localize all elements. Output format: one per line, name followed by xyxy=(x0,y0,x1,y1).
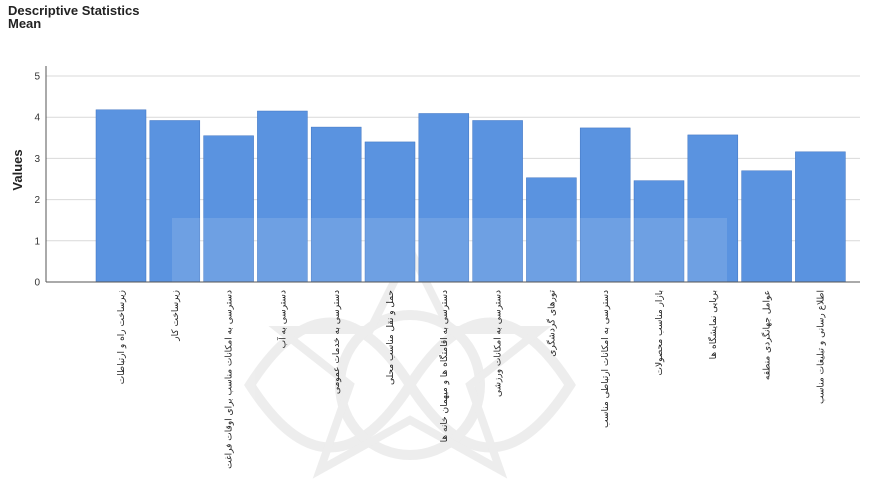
x-tick-label: عوامل جهانگردی منطقه xyxy=(761,290,773,380)
watermark-band xyxy=(172,218,727,282)
x-tick-label: اطلاع رسانی و تبلیغات مناسب xyxy=(816,290,826,404)
bar xyxy=(687,134,739,283)
x-tick-label: دسترسی به آب xyxy=(276,290,288,348)
y-tick-label: 5 xyxy=(34,72,40,83)
x-tick-label: زیرساخت راه و ارتباطات xyxy=(117,290,127,384)
x-tick-label: حمل و نقل مناسب محلی xyxy=(386,290,396,385)
bar xyxy=(633,180,685,283)
y-axis-label: Values xyxy=(10,149,25,190)
watermark-ornament xyxy=(244,241,576,479)
x-tick-label: زیرساخت کار xyxy=(171,290,181,342)
bar xyxy=(418,113,470,283)
bar xyxy=(310,126,362,283)
bar xyxy=(364,141,416,283)
y-tick-label: 2 xyxy=(34,195,40,206)
chart-subtitle: Mean xyxy=(8,16,42,31)
bar xyxy=(203,135,254,283)
x-tick-label: دسترسی به اقامتگاه ها و میهمان خانه ها xyxy=(438,290,450,442)
x-tick-label: تورهای گردشگری xyxy=(545,290,557,357)
bar xyxy=(579,127,631,283)
y-tick-label: 4 xyxy=(34,113,40,124)
x-tick-label: دسترسی به خدمات عمومی xyxy=(332,290,342,394)
bar xyxy=(526,177,577,283)
y-tick-label: 1 xyxy=(34,236,40,247)
bar xyxy=(257,110,308,283)
bar xyxy=(95,109,147,283)
bar xyxy=(795,151,846,283)
chart-title: Descriptive Statistics xyxy=(8,3,140,18)
y-tick-label: 0 xyxy=(34,278,40,289)
x-tick-label: دسترسی به امکانات ارتباطی مناسب xyxy=(601,290,611,428)
y-tick-label: 3 xyxy=(34,154,40,165)
x-tick-label: برپایی نمایشگاه ها xyxy=(707,290,719,359)
x-tick-label: دسترسی به امکانات مناسب برای اوقات فراغت xyxy=(225,290,235,469)
x-tick-label: دسترسی به امکانات ورزشی xyxy=(494,290,504,397)
x-tick-label: بازار مناسب محصولات xyxy=(655,290,665,376)
bar xyxy=(472,120,523,283)
bar xyxy=(741,170,792,283)
